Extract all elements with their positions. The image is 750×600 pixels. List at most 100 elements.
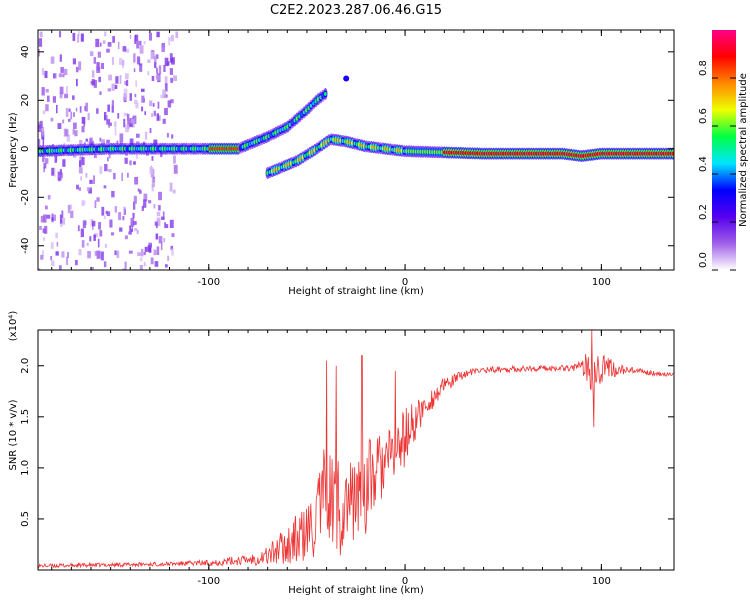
y-tick-label: 1.0 xyxy=(20,460,31,476)
noise-cell xyxy=(154,221,158,226)
noise-cell xyxy=(44,158,49,164)
noise-cell xyxy=(99,91,102,95)
noise-cell xyxy=(148,244,152,253)
noise-cell xyxy=(103,185,107,189)
noise-cell xyxy=(38,268,41,270)
colorbar-gradient xyxy=(712,30,736,270)
noise-cell xyxy=(150,257,154,265)
noise-cell xyxy=(51,260,55,266)
noise-cell xyxy=(99,166,103,174)
noise-cell xyxy=(92,220,96,227)
noise-cell xyxy=(65,108,69,117)
noise-cell xyxy=(144,131,148,140)
noise-cell xyxy=(153,204,156,209)
noise-cell xyxy=(144,111,146,115)
noise-cell xyxy=(165,264,168,268)
noise-cell xyxy=(55,251,59,256)
noise-cell xyxy=(133,53,136,62)
noise-cell xyxy=(170,245,173,251)
noise-cell xyxy=(78,167,83,174)
noise-cell xyxy=(124,157,128,164)
noise-cell xyxy=(158,65,162,75)
noise-cell xyxy=(66,134,71,142)
noise-cell xyxy=(129,123,133,127)
noise-cell xyxy=(122,268,126,270)
noise-cell xyxy=(59,31,62,38)
noise-cell xyxy=(111,191,115,198)
noise-cell xyxy=(104,215,106,220)
noise-cell xyxy=(130,118,135,128)
noise-cell xyxy=(135,102,139,109)
noise-cell xyxy=(151,178,156,188)
noise-cell xyxy=(170,99,174,104)
noise-cell xyxy=(89,236,92,242)
noise-cell xyxy=(39,226,42,230)
noise-cell xyxy=(137,269,141,270)
noise-cell xyxy=(129,34,132,39)
noise-cell xyxy=(51,217,54,221)
noise-cell xyxy=(70,210,74,218)
noise-cell xyxy=(165,224,169,228)
noise-cell xyxy=(149,128,152,133)
noise-cell xyxy=(149,100,153,107)
snr-ylabel: SNR (10 * v/v) xyxy=(8,399,19,470)
noise-cell xyxy=(38,49,40,57)
colorbar-tick-label: 0.0 xyxy=(698,252,709,268)
colorbar-label: Normalized spectral amplitude xyxy=(738,73,749,227)
spectrogram-marks xyxy=(38,31,674,270)
noise-cell xyxy=(53,73,56,79)
noise-cell xyxy=(132,212,135,219)
noise-cell xyxy=(124,261,127,270)
noise-cell xyxy=(99,137,102,142)
noise-cell xyxy=(106,48,110,53)
noise-cell xyxy=(47,95,50,102)
noise-cell xyxy=(50,242,54,249)
noise-cell xyxy=(162,211,165,220)
noise-cell xyxy=(75,107,78,112)
noise-cell xyxy=(104,31,107,37)
noise-cell xyxy=(125,48,130,53)
noise-cell xyxy=(149,269,152,270)
noise-cell xyxy=(100,62,104,69)
noise-cell xyxy=(91,79,95,86)
noise-cell xyxy=(169,53,173,60)
noise-cell xyxy=(111,83,115,91)
noise-cell xyxy=(59,265,62,270)
noise-cell xyxy=(133,195,137,204)
noise-cell xyxy=(158,115,161,121)
noise-cell xyxy=(74,130,78,137)
noise-cell xyxy=(63,68,68,76)
noise-cell xyxy=(168,40,171,46)
noise-cell xyxy=(91,267,94,270)
y-tick-label: 2.0 xyxy=(20,358,31,374)
noise-cell xyxy=(81,240,85,248)
x-tick-label: 100 xyxy=(592,277,611,288)
noise-cell xyxy=(90,137,93,143)
noise-cell xyxy=(95,38,100,48)
noise-cell xyxy=(52,96,56,103)
noise-cell xyxy=(106,139,110,144)
noise-cell xyxy=(119,133,124,142)
noise-cell xyxy=(119,227,123,232)
noise-cell xyxy=(162,118,166,124)
noise-cell xyxy=(173,155,176,164)
noise-cell xyxy=(57,171,62,181)
noise-cell xyxy=(76,184,79,190)
noise-cell xyxy=(153,249,157,256)
spectrogram-panel: -100 0 100 -40 -20 0 20 40 Height of straight l… xyxy=(8,29,675,297)
x-tick-label: -100 xyxy=(197,576,220,587)
noise-cell xyxy=(39,31,43,38)
noise-cell xyxy=(86,187,90,192)
noise-cell xyxy=(148,242,152,248)
noise-cell xyxy=(57,123,62,129)
snr-panel: -100 0 100 0.5 1.0 1.5 2.0 Height of straight … xyxy=(8,311,675,596)
noise-cell xyxy=(161,42,165,48)
noise-cell xyxy=(93,57,96,64)
y-tick-label: 0.5 xyxy=(20,511,31,527)
noise-cell xyxy=(135,80,138,87)
noise-cell xyxy=(122,60,124,69)
spectrogram-ticks: -100 0 100 -40 -20 0 20 40 xyxy=(20,30,674,288)
noise-cell xyxy=(111,57,114,65)
noise-cell xyxy=(114,206,117,213)
noise-cell xyxy=(103,261,107,268)
